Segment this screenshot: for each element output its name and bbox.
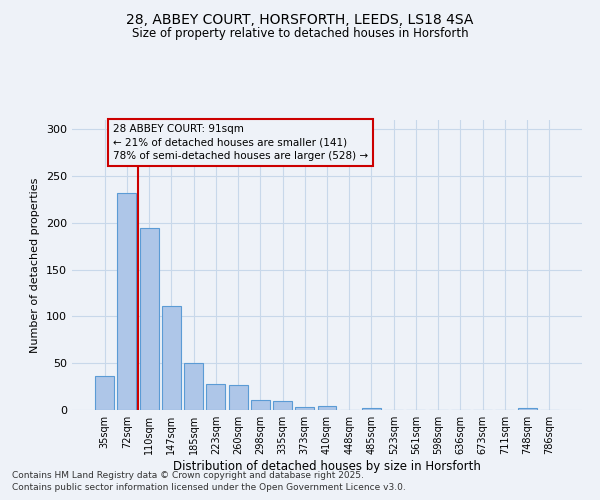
Bar	[95, 376, 114, 410]
Bar	[140, 228, 158, 410]
Bar	[184, 363, 203, 410]
Text: 28, ABBEY COURT, HORSFORTH, LEEDS, LS18 4SA: 28, ABBEY COURT, HORSFORTH, LEEDS, LS18 …	[127, 12, 473, 26]
Bar	[162, 306, 181, 410]
Bar	[251, 400, 270, 410]
Bar	[295, 407, 314, 410]
Bar	[317, 406, 337, 410]
X-axis label: Distribution of detached houses by size in Horsforth: Distribution of detached houses by size …	[173, 460, 481, 473]
Text: Contains HM Land Registry data © Crown copyright and database right 2025.: Contains HM Land Registry data © Crown c…	[12, 471, 364, 480]
Bar	[206, 384, 225, 410]
Text: Contains public sector information licensed under the Open Government Licence v3: Contains public sector information licen…	[12, 484, 406, 492]
Y-axis label: Number of detached properties: Number of detached properties	[31, 178, 40, 352]
Bar	[118, 193, 136, 410]
Bar	[518, 408, 536, 410]
Bar	[229, 384, 248, 410]
Text: Size of property relative to detached houses in Horsforth: Size of property relative to detached ho…	[131, 28, 469, 40]
Text: 28 ABBEY COURT: 91sqm
← 21% of detached houses are smaller (141)
78% of semi-det: 28 ABBEY COURT: 91sqm ← 21% of detached …	[113, 124, 368, 161]
Bar	[362, 408, 381, 410]
Bar	[273, 400, 292, 410]
